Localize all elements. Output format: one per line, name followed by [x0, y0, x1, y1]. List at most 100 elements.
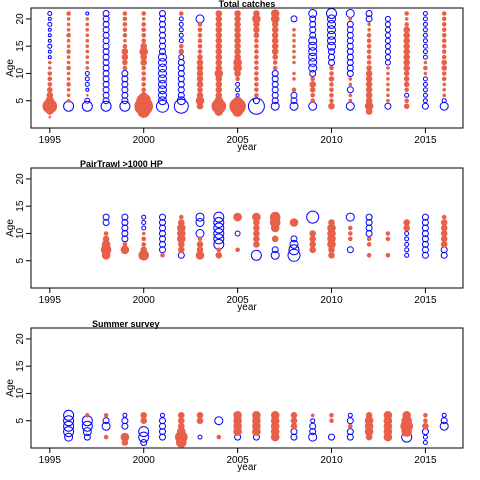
positive-bubble-2008-age-17 — [292, 33, 296, 38]
y-tick-label: 5 — [15, 258, 26, 264]
negative-bubble-2005-age-6 — [235, 93, 240, 98]
positive-bubble-2009-age-7 — [309, 87, 316, 93]
positive-bubble-2007-age-13 — [269, 211, 281, 223]
positive-bubble-2011-age-9 — [348, 77, 353, 81]
negative-bubble-1998-age-12 — [102, 219, 110, 226]
negative-bubble-2004-age-11 — [213, 222, 225, 234]
positive-bubble-2016-age-15 — [441, 43, 447, 49]
positive-bubble-2012-age-16 — [366, 38, 372, 44]
negative-bubble-2007-age-7 — [271, 246, 279, 254]
positive-bubble-2010-age-6 — [328, 252, 335, 259]
x-tick-label: 2000 — [133, 455, 156, 466]
y-tick-label: 20 — [15, 173, 26, 185]
positive-bubble-2008-age-12 — [292, 60, 296, 65]
negative-bubble-2008-age-6 — [290, 91, 298, 99]
negative-bubble-2007-age-6 — [270, 250, 280, 260]
positive-bubble-2000-age-19 — [141, 22, 146, 27]
negative-bubble-2000-age-11 — [141, 225, 147, 231]
negative-bubble-2001-age-12 — [158, 58, 167, 67]
positive-bubble-2004-age-2 — [216, 434, 222, 440]
negative-bubble-2009-age-16 — [308, 36, 318, 46]
negative-bubble-2015-age-14 — [422, 49, 428, 55]
negative-bubble-2013-age-16 — [384, 37, 391, 44]
positive-bubble-2013-age-6 — [383, 410, 393, 420]
negative-bubble-1998-age-13 — [102, 213, 110, 221]
positive-bubble-2016-age-8 — [442, 82, 447, 87]
negative-bubble-2011-age-21 — [345, 9, 355, 18]
x-tick-label: 2015 — [414, 135, 437, 146]
negative-bubble-2010-age-15 — [327, 41, 336, 51]
positive-bubble-1996-age-7 — [66, 88, 71, 92]
negative-bubble-2008-age-6 — [287, 248, 301, 262]
negative-bubble-2001-age-5 — [158, 96, 167, 106]
positive-bubble-2002-age-7 — [178, 246, 185, 254]
y-axis-label: Age — [5, 219, 16, 237]
negative-bubble-2001-age-13 — [159, 213, 166, 221]
positive-bubble-2003-age-6 — [196, 92, 204, 99]
positive-bubble-2012-age-9 — [365, 75, 373, 83]
negative-bubble-2015-age-7 — [421, 246, 429, 254]
positive-bubble-2015-age-11 — [423, 65, 428, 71]
positive-bubble-2006-age-13 — [252, 212, 261, 222]
positive-bubble-2008-age-4 — [290, 422, 298, 430]
negative-bubble-2000-age-12 — [141, 220, 147, 225]
negative-bubble-1998-age-5 — [102, 417, 110, 425]
positive-bubble-2000-age-7 — [140, 246, 147, 254]
positive-bubble-2009-age-9 — [310, 76, 316, 82]
negative-bubble-1996-age-4 — [63, 420, 75, 432]
positive-bubble-2006-age-14 — [254, 49, 259, 54]
negative-bubble-2003-age-12 — [195, 218, 205, 227]
positive-bubble-2007-age-9 — [271, 235, 279, 243]
positive-bubble-2009-age-10 — [309, 230, 317, 237]
negative-bubble-1998-age-18 — [102, 26, 110, 34]
positive-bubble-1996-age-12 — [66, 60, 71, 65]
positive-bubble-2015-age-5 — [423, 418, 428, 424]
positive-bubble-2014-age-8 — [403, 81, 410, 88]
positive-bubble-2004-age-21 — [215, 10, 223, 17]
positive-bubble-2013-age-7 — [386, 88, 390, 92]
y-tick-label: 15 — [15, 200, 26, 212]
positive-bubble-2013-age-10 — [385, 231, 391, 236]
y-tick-label: 20 — [15, 13, 26, 25]
negative-bubble-1998-age-20 — [102, 15, 110, 23]
positive-bubble-2003-age-11 — [196, 64, 204, 72]
negative-bubble-2013-age-15 — [384, 43, 391, 50]
negative-bubble-2012-age-12 — [365, 219, 373, 226]
negative-bubble-2014-age-10 — [404, 231, 410, 236]
positive-bubble-2014-age-16 — [403, 37, 411, 45]
positive-bubble-2000-age-9 — [141, 76, 146, 82]
positive-bubble-2010-age-4 — [328, 102, 335, 110]
negative-bubble-2010-age-16 — [327, 36, 336, 46]
negative-bubble-1998-age-4 — [100, 100, 112, 112]
negative-bubble-2013-age-4 — [384, 102, 392, 110]
positive-bubble-2012-age-7 — [365, 86, 373, 94]
negative-bubble-2011-age-7 — [346, 246, 354, 254]
positive-bubble-2013-age-9 — [386, 77, 390, 81]
negative-bubble-2015-age-12 — [421, 219, 429, 226]
positive-bubble-2012-age-15 — [366, 43, 372, 49]
negative-bubble-2010-age-20 — [327, 14, 336, 24]
positive-bubble-1999-age-15 — [122, 43, 128, 49]
negative-bubble-2009-age-11 — [308, 63, 318, 73]
negative-bubble-2016-age-5 — [440, 417, 448, 425]
positive-bubble-2004-age-17 — [215, 31, 223, 39]
positive-bubble-2014-age-4 — [403, 103, 410, 109]
negative-bubble-1998-age-21 — [102, 10, 110, 17]
positive-bubble-2000-age-6 — [140, 92, 147, 99]
positive-bubble-2004-age-8 — [215, 81, 223, 88]
positive-bubble-2005-age-6 — [233, 410, 242, 420]
positive-bubble-1999-age-20 — [122, 16, 128, 22]
positive-bubble-2010-age-5 — [329, 418, 334, 424]
positive-bubble-2010-age-6 — [329, 412, 334, 418]
negative-bubble-2011-age-19 — [346, 20, 354, 28]
positive-bubble-2013-age-8 — [386, 82, 390, 87]
negative-bubble-1999-age-7 — [121, 86, 129, 94]
positive-bubble-2009-age-7 — [309, 246, 317, 254]
negative-bubble-2010-age-14 — [328, 48, 335, 56]
positive-bubble-2006-age-6 — [254, 93, 259, 98]
x-tick-label: 2000 — [133, 295, 156, 306]
x-tick-label: 2015 — [414, 455, 437, 466]
negative-bubble-2001-age-16 — [159, 37, 166, 45]
negative-bubble-2007-age-4 — [270, 101, 280, 111]
